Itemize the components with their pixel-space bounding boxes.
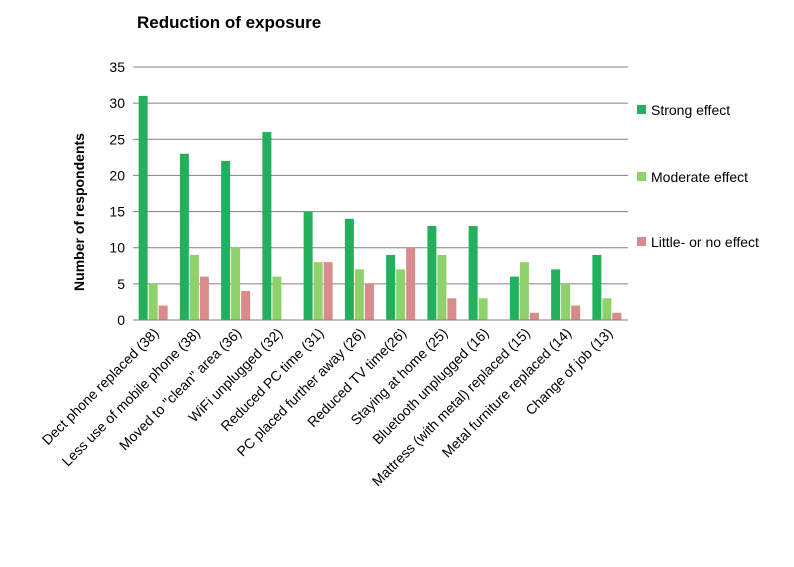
legend-swatch	[637, 237, 646, 246]
bar-moderate-effect	[314, 262, 323, 320]
bar-moderate-effect	[149, 284, 158, 320]
bar-little-or-no-effect	[406, 248, 415, 320]
bar-strong-effect	[386, 255, 395, 320]
y-tick-label: 30	[109, 95, 125, 111]
y-tick-label: 25	[109, 131, 125, 147]
bar-little-or-no-effect	[447, 298, 456, 320]
bar-moderate-effect	[396, 269, 405, 320]
bar-strong-effect	[469, 226, 478, 320]
bar-strong-effect	[221, 161, 230, 320]
bar-little-or-no-effect	[241, 291, 250, 320]
legend: Strong effect Moderate effect Little- or n…	[637, 102, 759, 250]
bar-strong-effect	[510, 277, 519, 320]
bar-little-or-no-effect	[159, 306, 168, 320]
y-tick-label: 20	[109, 167, 125, 183]
bar-moderate-effect	[272, 277, 281, 320]
bar-moderate-effect	[231, 248, 240, 320]
bar-little-or-no-effect	[530, 313, 539, 320]
x-axis-categories: Dect phone replaced (38)Less use of mobi…	[39, 325, 616, 489]
gridlines	[133, 67, 628, 284]
bars	[139, 96, 622, 320]
y-tick-label: 15	[109, 204, 125, 220]
bar-strong-effect	[592, 255, 601, 320]
y-tick-label: 0	[117, 312, 125, 328]
legend-swatch	[637, 105, 646, 114]
bar-moderate-effect	[479, 298, 488, 320]
y-tick-label: 10	[109, 240, 125, 256]
bar-little-or-no-effect	[365, 284, 374, 320]
bar-little-or-no-effect	[571, 306, 580, 320]
bar-strong-effect	[304, 212, 313, 320]
bar-moderate-effect	[520, 262, 529, 320]
y-axis-label: Number of respondents	[71, 133, 87, 291]
bar-little-or-no-effect	[324, 262, 333, 320]
y-tick-label: 35	[109, 59, 125, 75]
bar-strong-effect	[551, 269, 560, 320]
legend-label: Moderate effect	[651, 169, 748, 185]
legend-label: Little- or no effect	[651, 234, 759, 250]
y-axis-ticks: 0 5 10 15 20 25 30 35	[109, 59, 125, 328]
y-tick-label: 5	[117, 276, 125, 292]
bar-strong-effect	[139, 96, 148, 320]
bar-strong-effect	[262, 132, 271, 320]
bar-strong-effect	[427, 226, 436, 320]
bar-moderate-effect	[437, 255, 446, 320]
chart-title: Reduction of exposure	[137, 13, 321, 32]
bar-strong-effect	[180, 154, 189, 320]
legend-label: Strong effect	[651, 102, 730, 118]
bar-moderate-effect	[190, 255, 199, 320]
bar-little-or-no-effect	[612, 313, 621, 320]
bar-moderate-effect	[561, 284, 570, 320]
bar-moderate-effect	[602, 298, 611, 320]
legend-swatch	[637, 172, 646, 181]
bar-strong-effect	[345, 219, 354, 320]
bar-little-or-no-effect	[200, 277, 209, 320]
bar-moderate-effect	[355, 269, 364, 320]
